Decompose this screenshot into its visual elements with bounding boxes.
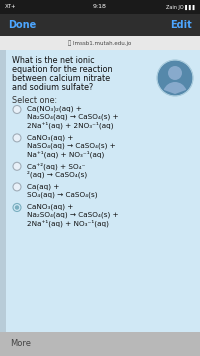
Text: 9:18: 9:18 — [93, 5, 107, 10]
Text: Ca⁺²(aq) + SO₄⁻: Ca⁺²(aq) + SO₄⁻ — [27, 163, 86, 170]
FancyBboxPatch shape — [0, 332, 200, 356]
Text: 2Na⁺¹(aq) + NO₃⁻¹(aq): 2Na⁺¹(aq) + NO₃⁻¹(aq) — [27, 220, 109, 227]
Text: More: More — [10, 340, 31, 349]
Text: Zain JO ▌▌▌: Zain JO ▌▌▌ — [166, 5, 196, 10]
Text: and sodium sulfate?: and sodium sulfate? — [12, 83, 93, 92]
Wedge shape — [164, 82, 186, 94]
Text: Na⁺¹(aq) + NO₃⁻¹(aq): Na⁺¹(aq) + NO₃⁻¹(aq) — [27, 150, 104, 157]
Circle shape — [15, 205, 19, 210]
Text: equation for the reaction: equation for the reaction — [12, 65, 112, 74]
Text: Na₂SO₄(aq) → CaSO₄(s) +: Na₂SO₄(aq) → CaSO₄(s) + — [27, 212, 119, 218]
Text: What is the net ionic: What is the net ionic — [12, 56, 95, 65]
FancyBboxPatch shape — [0, 14, 200, 36]
Circle shape — [13, 204, 21, 211]
FancyBboxPatch shape — [0, 50, 200, 332]
FancyBboxPatch shape — [0, 0, 200, 14]
Circle shape — [13, 183, 21, 191]
Text: Ca(aq) +: Ca(aq) + — [27, 183, 59, 190]
Text: Select one:: Select one: — [12, 96, 57, 105]
FancyBboxPatch shape — [0, 36, 200, 50]
Circle shape — [13, 105, 21, 114]
Text: CaNO₃(aq) +: CaNO₃(aq) + — [27, 135, 73, 141]
Text: between calcium nitrate: between calcium nitrate — [12, 74, 110, 83]
Circle shape — [13, 162, 21, 170]
FancyBboxPatch shape — [0, 49, 200, 50]
Text: CaNO₃(aq) +: CaNO₃(aq) + — [27, 204, 73, 210]
Text: Edit: Edit — [170, 20, 192, 30]
FancyBboxPatch shape — [0, 50, 6, 332]
Text: SO₄(aq) → CaSO₄(s): SO₄(aq) → CaSO₄(s) — [27, 191, 98, 198]
Text: Na₂SO₄(aq) → CaSO₄(s) +: Na₂SO₄(aq) → CaSO₄(s) + — [27, 114, 119, 120]
Circle shape — [13, 134, 21, 142]
Text: Ca(NO₃)₂(aq) +: Ca(NO₃)₂(aq) + — [27, 106, 82, 112]
Text: XT+: XT+ — [5, 5, 17, 10]
Text: 2Na⁺¹(aq) + 2NO₃⁻¹(aq): 2Na⁺¹(aq) + 2NO₃⁻¹(aq) — [27, 122, 114, 129]
Text: Done: Done — [8, 20, 36, 30]
Text: ²(aq) → CaSO₄(s): ²(aq) → CaSO₄(s) — [27, 171, 87, 178]
Circle shape — [157, 60, 193, 96]
Text: NaSO₄(aq) → CaSO₄(s) +: NaSO₄(aq) → CaSO₄(s) + — [27, 142, 116, 149]
Text: 🔒 lmssb1.mutah.edu.jo: 🔒 lmssb1.mutah.edu.jo — [68, 40, 132, 46]
Circle shape — [168, 66, 182, 80]
